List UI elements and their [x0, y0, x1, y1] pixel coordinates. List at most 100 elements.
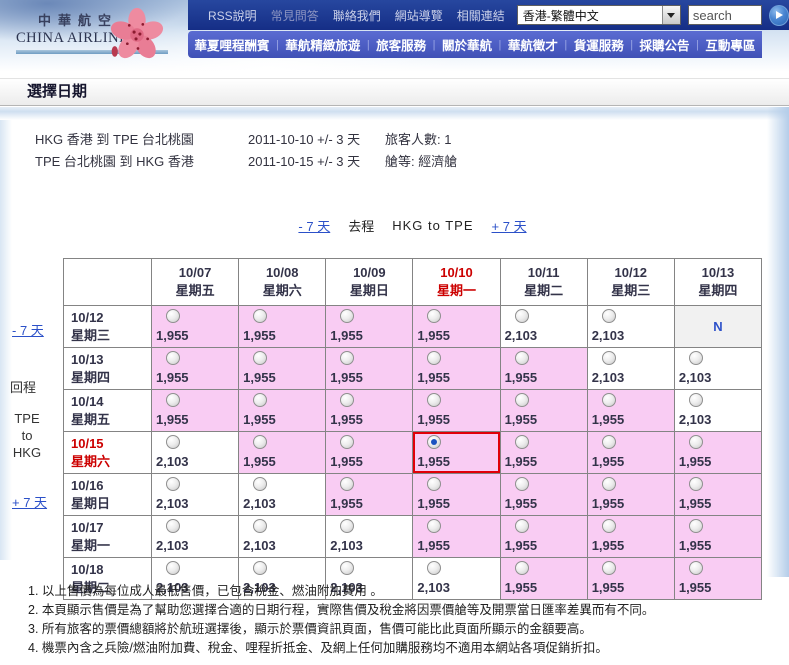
menu-item-0[interactable]: 華夏哩程酬賓 — [194, 39, 270, 53]
fare-radio[interactable] — [688, 435, 703, 449]
menu-item-3[interactable]: 關於華航 — [442, 39, 493, 53]
fare-radio[interactable] — [601, 435, 616, 449]
fare-cell-10-09-10-14[interactable]: 1,955 — [325, 389, 414, 432]
fare-radio[interactable] — [514, 351, 529, 365]
fare-cell-10-07-10-13[interactable]: 1,955 — [150, 347, 240, 390]
fare-radio[interactable] — [688, 519, 703, 533]
fare-radio[interactable] — [340, 519, 355, 533]
fare-cell-10-12-10-12[interactable]: 2,103 — [586, 305, 675, 348]
language-dropdown-button[interactable] — [661, 6, 680, 24]
fare-cell-10-13-10-14[interactable]: 2,103 — [673, 389, 763, 432]
fare-cell-10-08-10-12[interactable]: 1,955 — [238, 305, 327, 348]
fare-cell-10-07-10-18[interactable]: 2,103 — [150, 557, 240, 600]
outbound-prev-7-days-link[interactable]: - 7 天 — [298, 219, 331, 234]
fare-radio[interactable] — [427, 393, 442, 407]
menu-item-6[interactable]: 採購公告 — [639, 39, 690, 53]
fare-radio[interactable] — [253, 393, 268, 407]
menu-item-1[interactable]: 華航精緻旅遊 — [285, 39, 361, 53]
language-select[interactable]: 香港-繁體中文 — [516, 5, 681, 25]
fare-cell-10-09-10-13[interactable]: 1,955 — [325, 347, 414, 390]
search-input[interactable] — [687, 5, 762, 25]
fare-cell-10-12-10-13[interactable]: 2,103 — [586, 347, 675, 390]
fare-radio[interactable] — [253, 309, 268, 323]
fare-radio[interactable] — [688, 477, 703, 491]
fare-cell-10-09-10-12[interactable]: 1,955 — [325, 305, 414, 348]
fare-radio[interactable] — [253, 435, 268, 449]
fare-radio[interactable] — [166, 519, 180, 533]
fare-cell-10-08-10-16[interactable]: 2,103 — [238, 473, 327, 516]
fare-cell-10-10-10-16[interactable]: 1,955 — [412, 473, 501, 516]
fare-cell-10-12-10-15[interactable]: 1,955 — [586, 431, 675, 474]
fare-radio[interactable] — [166, 309, 180, 323]
fare-radio[interactable] — [166, 435, 180, 449]
fare-cell-10-10-10-17[interactable]: 1,955 — [412, 515, 501, 558]
return-next-7-days-link[interactable]: + 7 天 — [12, 495, 48, 510]
fare-cell-10-13-10-13[interactable]: 2,103 — [673, 347, 763, 390]
fare-radio[interactable] — [340, 561, 355, 575]
top-link-3[interactable]: 網站導覽 — [394, 8, 443, 23]
fare-cell-10-12-10-17[interactable]: 1,955 — [586, 515, 675, 558]
fare-radio[interactable] — [253, 561, 268, 575]
fare-cell-10-12-10-14[interactable]: 1,955 — [586, 389, 675, 432]
fare-cell-10-10-10-18[interactable]: 2,103 — [412, 557, 501, 600]
fare-radio[interactable] — [427, 351, 442, 365]
fare-radio[interactable] — [427, 519, 442, 533]
fare-radio[interactable] — [340, 309, 355, 323]
top-link-0[interactable]: RSS說明 — [208, 8, 257, 23]
fare-cell-10-07-10-17[interactable]: 2,103 — [150, 515, 240, 558]
search-go-button[interactable] — [768, 4, 789, 26]
fare-radio[interactable] — [340, 435, 355, 449]
return-prev-7-days-link[interactable]: - 7 天 — [12, 323, 44, 338]
fare-radio[interactable] — [514, 309, 529, 323]
top-link-2[interactable]: 聯絡我們 — [332, 8, 381, 23]
fare-cell-10-10-10-14[interactable]: 1,955 — [412, 389, 501, 432]
menu-item-2[interactable]: 旅客服務 — [376, 39, 427, 53]
fare-radio[interactable] — [166, 477, 180, 491]
fare-radio[interactable] — [514, 393, 529, 407]
fare-radio[interactable] — [427, 477, 442, 491]
fare-radio[interactable] — [514, 435, 529, 449]
fare-cell-10-11-10-14[interactable]: 1,955 — [499, 389, 588, 432]
fare-cell-10-08-10-17[interactable]: 2,103 — [238, 515, 327, 558]
fare-cell-10-09-10-15[interactable]: 1,955 — [325, 431, 414, 474]
fare-radio[interactable] — [253, 351, 268, 365]
fare-radio[interactable] — [514, 561, 529, 575]
fare-cell-10-13-10-18[interactable]: 1,955 — [673, 557, 763, 600]
top-link-4[interactable]: 相關連結 — [456, 8, 505, 23]
fare-radio[interactable] — [166, 393, 180, 407]
fare-cell-10-08-10-15[interactable]: 1,955 — [238, 431, 327, 474]
fare-radio[interactable] — [166, 561, 180, 575]
fare-cell-10-10-10-12[interactable]: 1,955 — [412, 305, 501, 348]
fare-radio[interactable] — [340, 393, 355, 407]
fare-radio[interactable] — [514, 519, 529, 533]
menu-item-5[interactable]: 貨運服務 — [573, 39, 624, 53]
top-link-1[interactable]: 常見問答 — [270, 8, 319, 23]
fare-radio[interactable] — [688, 351, 703, 365]
fare-cell-10-12-10-16[interactable]: 1,955 — [586, 473, 675, 516]
fare-cell-10-09-10-16[interactable]: 1,955 — [325, 473, 414, 516]
fare-cell-10-13-10-15[interactable]: 1,955 — [673, 431, 763, 474]
fare-cell-10-13-10-16[interactable]: 1,955 — [673, 473, 763, 516]
fare-cell-10-09-10-18[interactable]: 2,103 — [325, 557, 414, 600]
fare-cell-10-07-10-12[interactable]: 1,955 — [150, 305, 240, 348]
fare-radio-selected[interactable] — [427, 435, 442, 449]
fare-cell-10-09-10-17[interactable]: 2,103 — [325, 515, 414, 558]
fare-radio[interactable] — [340, 351, 355, 365]
fare-radio[interactable] — [253, 519, 268, 533]
fare-radio[interactable] — [427, 309, 442, 323]
fare-cell-10-11-10-18[interactable]: 1,955 — [499, 557, 588, 600]
fare-radio[interactable] — [340, 477, 355, 491]
fare-cell-10-08-10-14[interactable]: 1,955 — [238, 389, 327, 432]
fare-radio[interactable] — [688, 393, 703, 407]
fare-radio[interactable] — [601, 477, 616, 491]
menu-item-7[interactable]: 互動專區 — [705, 39, 756, 53]
fare-radio[interactable] — [601, 561, 616, 575]
menu-item-4[interactable]: 華航徵才 — [507, 39, 558, 53]
fare-radio[interactable] — [427, 561, 442, 575]
fare-cell-10-10-10-15[interactable]: 1,955 — [412, 431, 501, 474]
fare-cell-10-11-10-12[interactable]: 2,103 — [499, 305, 588, 348]
china-airlines-logo[interactable]: 中華航空 CHINA AIRLINES — [16, 10, 191, 54]
fare-cell-10-08-10-13[interactable]: 1,955 — [238, 347, 327, 390]
outbound-next-7-days-link[interactable]: + 7 天 — [491, 219, 527, 234]
fare-radio[interactable] — [688, 561, 703, 575]
